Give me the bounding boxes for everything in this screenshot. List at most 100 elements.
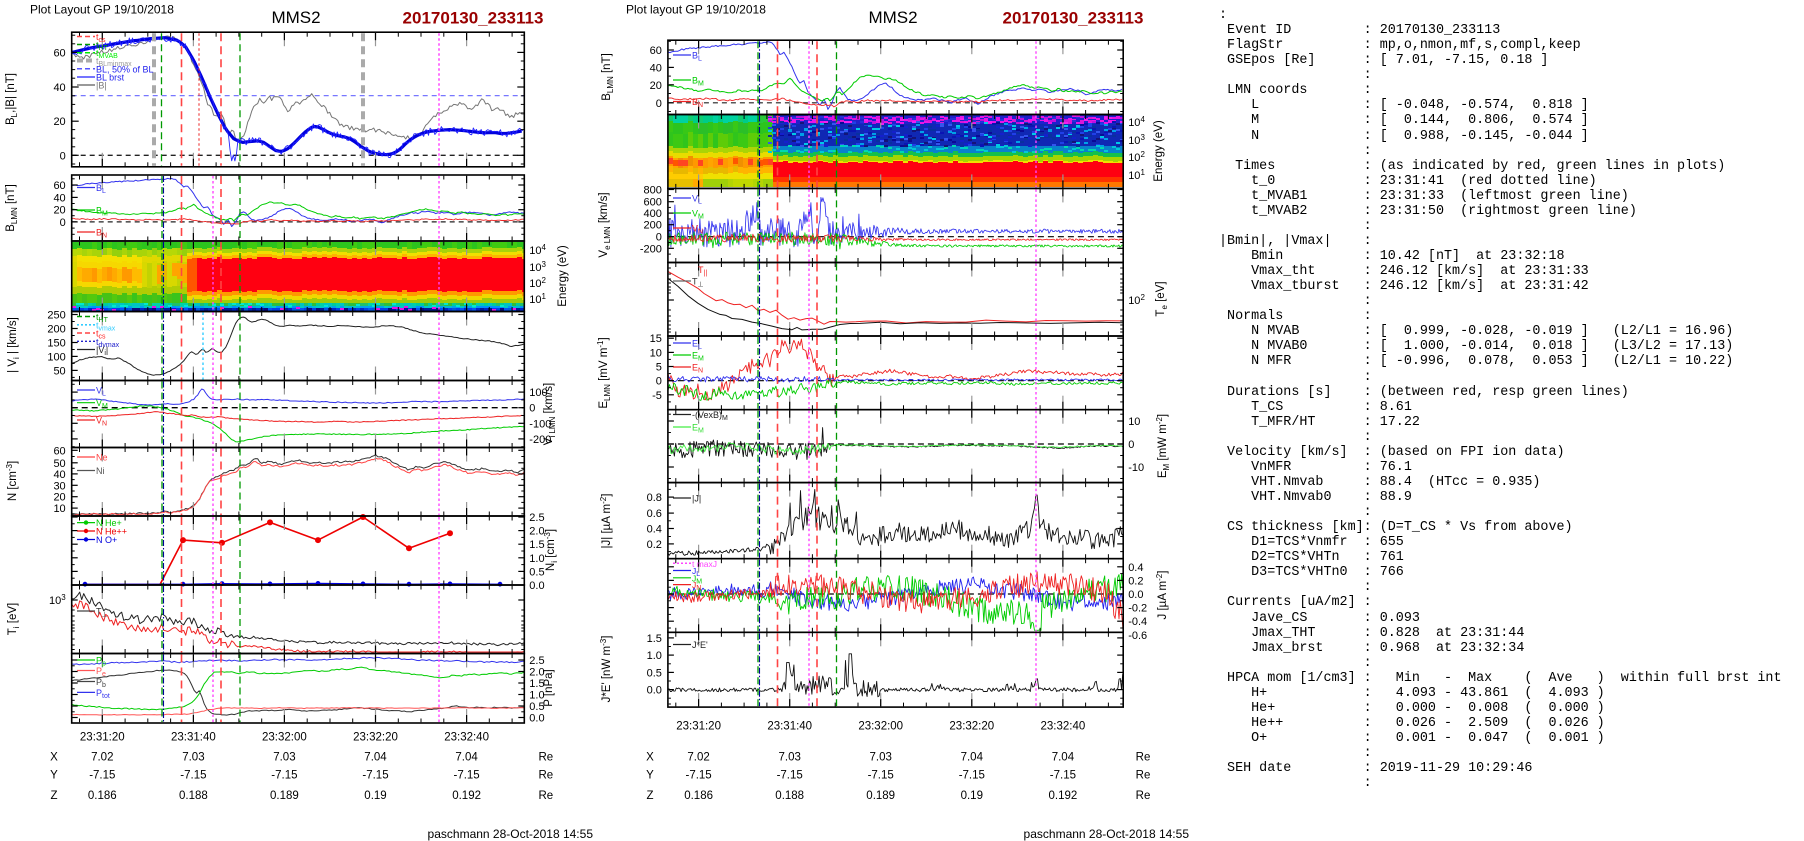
svg-text:0.188: 0.188 <box>179 790 208 802</box>
svg-text:60: 60 <box>650 45 662 57</box>
svg-text:-200: -200 <box>529 434 551 446</box>
svg-text:paschmann 28-Oct-2018 14:55: paschmann 28-Oct-2018 14:55 <box>428 827 594 841</box>
svg-text:7.03: 7.03 <box>182 752 204 764</box>
svg-text:Z: Z <box>646 790 653 802</box>
svg-text:JN: JN <box>692 580 701 592</box>
svg-text:Ptot: Ptot <box>96 688 110 700</box>
svg-text:ELMN [mV m-1]: ELMN [mV m-1] <box>596 337 612 408</box>
svg-text:-0.4: -0.4 <box>1128 616 1147 628</box>
svg-text:-7.15: -7.15 <box>959 770 985 782</box>
svg-text:-(VexB)M: -(VexB)M <box>692 410 728 422</box>
svg-text:-7.15: -7.15 <box>89 770 115 782</box>
svg-text:0.2: 0.2 <box>1128 575 1143 587</box>
svg-text:Re: Re <box>538 790 553 802</box>
svg-text:101: 101 <box>529 292 546 306</box>
svg-text:t maxJ: t maxJ <box>692 559 717 569</box>
svg-text:7.04: 7.04 <box>961 752 984 764</box>
svg-text:23:32:00: 23:32:00 <box>858 720 903 732</box>
svg-text:-7.15: -7.15 <box>685 770 711 782</box>
svg-text:-5: -5 <box>652 390 662 402</box>
svg-text:7.04: 7.04 <box>1052 752 1075 764</box>
svg-text:0.5: 0.5 <box>529 566 544 578</box>
svg-text:1.5: 1.5 <box>647 633 662 645</box>
svg-text:Ne: Ne <box>96 453 108 463</box>
svg-text:Re: Re <box>538 752 553 764</box>
svg-text:23:32:40: 23:32:40 <box>1041 720 1086 732</box>
svg-text:7.03: 7.03 <box>273 752 295 764</box>
svg-text:Z: Z <box>50 790 57 802</box>
svg-text:Energy (eV): Energy (eV) <box>1153 120 1165 182</box>
svg-text:23:32:40: 23:32:40 <box>444 732 489 744</box>
svg-text:40: 40 <box>53 192 65 204</box>
svg-text:N O+: N O+ <box>96 535 117 545</box>
svg-text:|Vi|: |Vi| <box>96 345 108 357</box>
svg-text:2.0: 2.0 <box>529 667 544 679</box>
svg-text:Pe: Pe <box>96 666 106 678</box>
svg-text:10: 10 <box>1128 416 1140 428</box>
svg-text:-7.15: -7.15 <box>453 770 479 782</box>
svg-text:7.02: 7.02 <box>91 752 113 764</box>
svg-text:VN: VN <box>692 224 703 236</box>
svg-text:Re: Re <box>1136 790 1151 802</box>
svg-text:|J|: |J| <box>692 494 701 504</box>
svg-text:102: 102 <box>1128 293 1145 307</box>
svg-text:N He++: N He++ <box>96 527 127 537</box>
svg-text:1.0: 1.0 <box>529 690 544 702</box>
svg-text:101: 101 <box>1128 168 1145 182</box>
svg-text:0: 0 <box>656 376 662 388</box>
svg-text:20: 20 <box>650 80 662 92</box>
svg-text:BL: BL <box>96 183 106 195</box>
svg-text:800: 800 <box>644 185 662 197</box>
svg-text:0.189: 0.189 <box>866 790 895 802</box>
svg-text:VL: VL <box>692 194 702 206</box>
svg-text:0.186: 0.186 <box>684 790 713 802</box>
svg-text:0: 0 <box>60 150 66 162</box>
svg-text:20: 20 <box>53 205 65 217</box>
svg-text:23:32:20: 23:32:20 <box>353 732 398 744</box>
svg-text:0.4: 0.4 <box>647 524 662 536</box>
svg-text:20: 20 <box>53 116 65 128</box>
svg-text:40: 40 <box>53 82 65 94</box>
svg-text:X: X <box>50 752 58 764</box>
svg-text:7.04: 7.04 <box>364 752 387 764</box>
svg-text:600: 600 <box>644 197 662 209</box>
svg-text:-0.2: -0.2 <box>1128 603 1147 615</box>
svg-text:0.8: 0.8 <box>647 492 662 504</box>
svg-text:50: 50 <box>53 458 65 470</box>
svg-text:23:31:20: 23:31:20 <box>676 720 721 732</box>
svg-text:40: 40 <box>53 469 65 481</box>
svg-text:250: 250 <box>47 310 65 322</box>
svg-text:10: 10 <box>650 347 662 359</box>
svg-text:23:31:40: 23:31:40 <box>767 720 812 732</box>
svg-text:30: 30 <box>53 480 65 492</box>
svg-text:Plot layout GP 19/10/2018: Plot layout GP 19/10/2018 <box>626 3 766 17</box>
svg-text:Pb: Pb <box>96 677 106 689</box>
svg-text:103: 103 <box>529 260 546 274</box>
svg-text:J*E' [nW m-3]: J*E' [nW m-3] <box>599 636 613 703</box>
svg-text:J [µA m-2]: J [µA m-2] <box>1155 571 1169 620</box>
svg-text:Ni [cm-3]: Ni [cm-3] <box>543 529 559 571</box>
svg-text:EM: EM <box>692 423 704 435</box>
svg-text:60: 60 <box>53 445 65 457</box>
svg-text:EM: EM <box>692 351 704 363</box>
svg-text:Ve LMN [km/s]: Ve LMN [km/s] <box>598 192 612 257</box>
svg-text:T||: T|| <box>698 265 707 277</box>
svg-text:MMS2: MMS2 <box>271 8 320 27</box>
svg-text:VM: VM <box>692 209 704 221</box>
svg-text:-7.15: -7.15 <box>868 770 894 782</box>
svg-text:BL brst: BL brst <box>96 73 125 83</box>
svg-text:VN: VN <box>96 416 107 428</box>
svg-text:20: 20 <box>53 492 65 504</box>
svg-text:paschmann 28-Oct-2018 14:55: paschmann 28-Oct-2018 14:55 <box>1024 827 1190 841</box>
svg-text:23:31:40: 23:31:40 <box>171 732 216 744</box>
svg-text:7.04: 7.04 <box>455 752 478 764</box>
svg-text:Plot Layout GP 19/10/2018: Plot Layout GP 19/10/2018 <box>30 3 174 17</box>
svg-text:tcs: tcs <box>96 32 106 44</box>
svg-text:5: 5 <box>656 362 662 374</box>
svg-text:BL,|B| [nT]: BL,|B| [nT] <box>5 73 19 125</box>
svg-text:23:32:00: 23:32:00 <box>262 732 307 744</box>
svg-text:EN: EN <box>692 363 703 375</box>
svg-text:7.03: 7.03 <box>870 752 892 764</box>
svg-text:0.5: 0.5 <box>529 701 544 713</box>
svg-text:BLMN [nT]: BLMN [nT] <box>601 53 615 101</box>
